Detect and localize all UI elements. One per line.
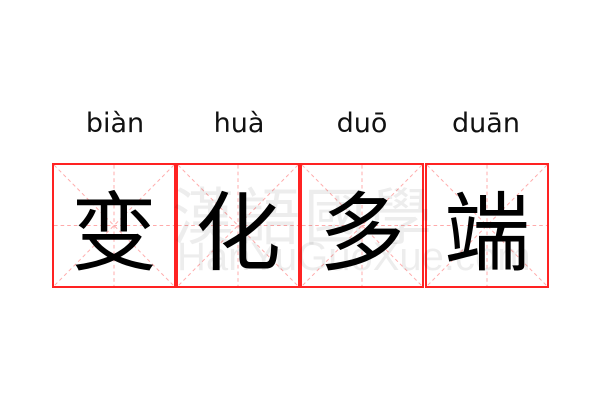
pinyin-0: biàn: [85, 108, 145, 139]
guide-lines: [178, 165, 298, 286]
character-2: 多: [319, 184, 405, 284]
character-0: 变: [71, 184, 157, 284]
char-cell-3: 端: [425, 163, 549, 288]
guide-lines: [54, 165, 174, 286]
char-cell-0: 变: [52, 163, 176, 288]
pinyin-1: huà: [213, 108, 265, 139]
watermark-latin: HanYuGuoXue.com: [177, 235, 531, 279]
pinyin-3: duān: [452, 108, 520, 139]
guide-lines: [427, 165, 547, 286]
watermark-chinese: 漢語國學: [172, 181, 437, 254]
char-cell-2: 多: [300, 163, 424, 288]
char-cell-1: 化: [176, 163, 300, 288]
pinyin-2: duō: [336, 108, 388, 139]
character-3: 端: [444, 184, 530, 284]
character-1: 化: [195, 184, 281, 284]
character-grid: 变 化 多 端 漢語國學 HanYuGuoXue.com: [52, 163, 549, 288]
guide-lines: [302, 165, 422, 286]
